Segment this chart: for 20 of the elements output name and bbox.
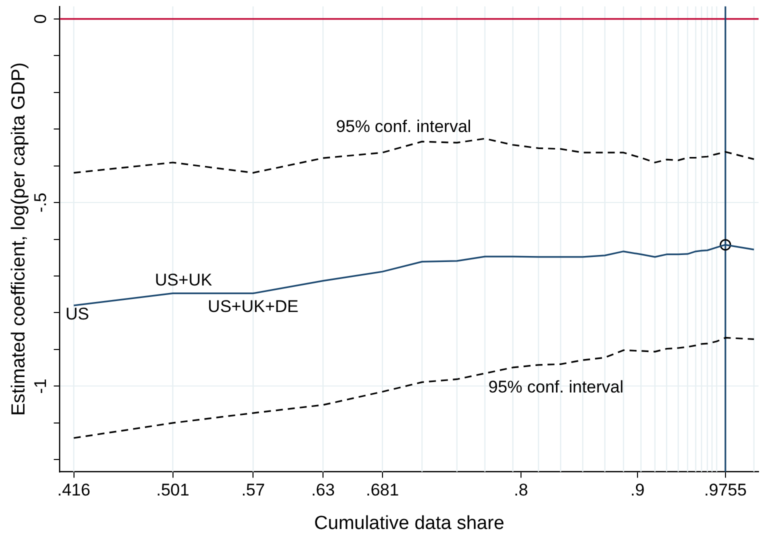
annotation: US [65,304,90,324]
x-tick-label: .416 [57,480,90,500]
x-tick-label: .63 [311,480,335,500]
x-tick-label: .681 [366,480,399,500]
x-axis-title: Cumulative data share [314,512,504,534]
y-axis-title: Estimated coefficient, log(per capita GDP) [8,62,30,416]
line-series [72,138,755,174]
x-tick-label: .8 [514,480,528,500]
x-tick-label: .9755 [704,480,747,500]
x-tick-label: .501 [156,480,190,500]
annotation: 95% conf. interval [336,117,472,136]
x-tick-label: .57 [241,480,265,500]
annotation: 95% conf. interval [488,378,624,397]
x-tick-label: .9 [630,480,645,500]
y-tick-label: 0 [30,14,50,24]
line-series [72,336,755,439]
y-tick-label: -.5 [30,192,50,212]
annotation: US+UK [154,270,213,290]
y-tick-label: -1 [30,378,50,394]
annotation: US+UK+DE [208,296,298,316]
